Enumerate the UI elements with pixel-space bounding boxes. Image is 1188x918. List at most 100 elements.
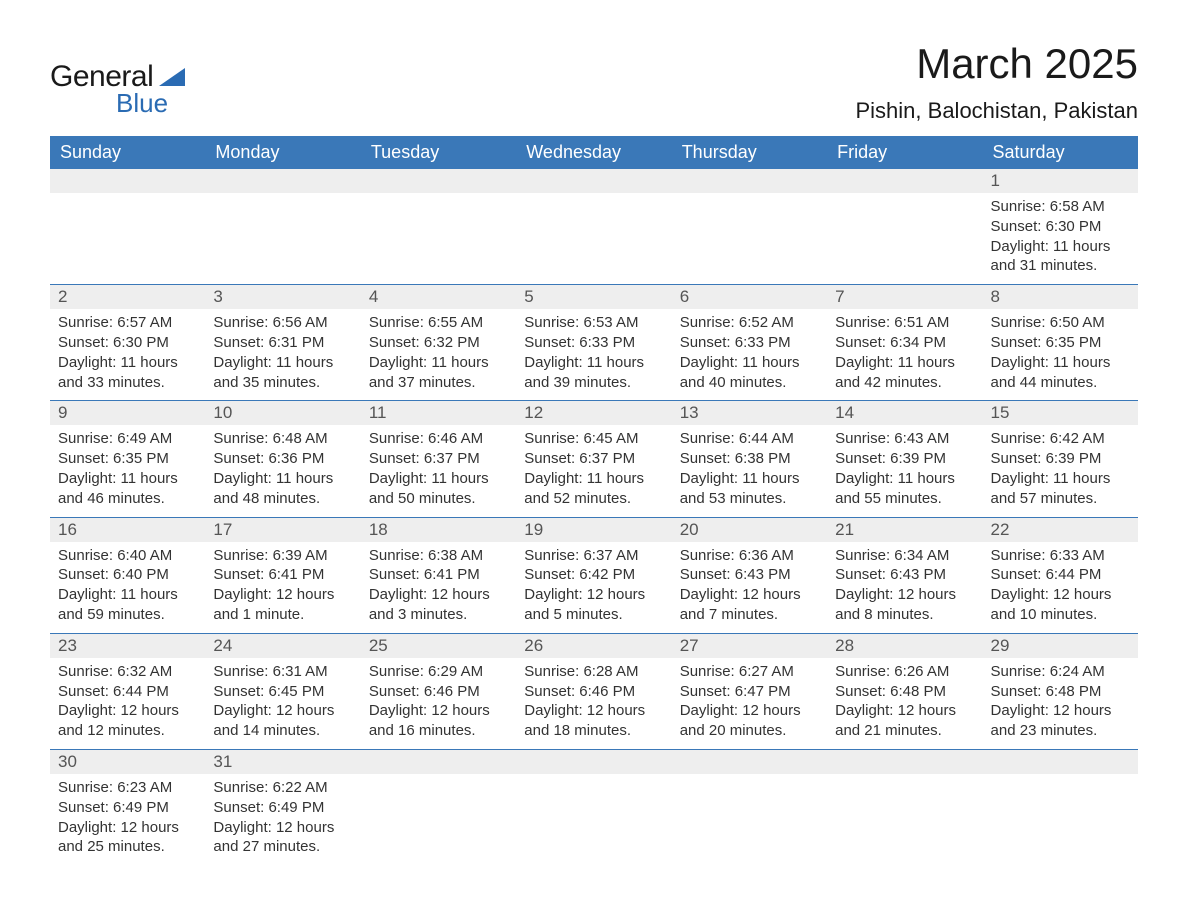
sunrise-text: Sunrise: 6:32 AM <box>58 662 197 682</box>
daylight-text: Daylight: 12 hours and 10 minutes. <box>991 585 1130 625</box>
weekday-header-row: Sunday Monday Tuesday Wednesday Thursday… <box>50 136 1138 169</box>
sunrise-text: Sunrise: 6:56 AM <box>213 313 352 333</box>
calendar-day-cell <box>827 169 982 285</box>
sunrise-text: Sunrise: 6:40 AM <box>58 546 197 566</box>
calendar-day-cell: 2Sunrise: 6:57 AMSunset: 6:30 PMDaylight… <box>50 285 205 401</box>
sunrise-text: Sunrise: 6:50 AM <box>991 313 1130 333</box>
sunrise-text: Sunrise: 6:53 AM <box>524 313 663 333</box>
calendar-week: 1Sunrise: 6:58 AMSunset: 6:30 PMDaylight… <box>50 169 1138 285</box>
daylight-text: Daylight: 11 hours and 53 minutes. <box>680 469 819 509</box>
day-details: Sunrise: 6:39 AMSunset: 6:41 PMDaylight:… <box>205 542 360 633</box>
day-number <box>50 169 205 193</box>
sunrise-text: Sunrise: 6:49 AM <box>58 429 197 449</box>
calendar-day-cell: 31Sunrise: 6:22 AMSunset: 6:49 PMDayligh… <box>205 749 360 865</box>
day-number <box>672 169 827 193</box>
sunrise-text: Sunrise: 6:44 AM <box>680 429 819 449</box>
daylight-text: Daylight: 12 hours and 20 minutes. <box>680 701 819 741</box>
day-number: 16 <box>50 518 205 542</box>
calendar-week: 2Sunrise: 6:57 AMSunset: 6:30 PMDaylight… <box>50 285 1138 401</box>
day-details: Sunrise: 6:44 AMSunset: 6:38 PMDaylight:… <box>672 425 827 516</box>
sunset-text: Sunset: 6:43 PM <box>835 565 974 585</box>
daylight-text: Daylight: 11 hours and 52 minutes. <box>524 469 663 509</box>
sunset-text: Sunset: 6:39 PM <box>991 449 1130 469</box>
sunrise-text: Sunrise: 6:33 AM <box>991 546 1130 566</box>
day-number: 15 <box>983 401 1138 425</box>
daylight-text: Daylight: 11 hours and 48 minutes. <box>213 469 352 509</box>
day-number: 22 <box>983 518 1138 542</box>
day-number <box>516 750 671 774</box>
calendar-day-cell: 6Sunrise: 6:52 AMSunset: 6:33 PMDaylight… <box>672 285 827 401</box>
sunset-text: Sunset: 6:39 PM <box>835 449 974 469</box>
sunset-text: Sunset: 6:48 PM <box>835 682 974 702</box>
calendar-day-cell: 18Sunrise: 6:38 AMSunset: 6:41 PMDayligh… <box>361 517 516 633</box>
day-details: Sunrise: 6:53 AMSunset: 6:33 PMDaylight:… <box>516 309 671 400</box>
daylight-text: Daylight: 12 hours and 7 minutes. <box>680 585 819 625</box>
daylight-text: Daylight: 11 hours and 33 minutes. <box>58 353 197 393</box>
sunset-text: Sunset: 6:33 PM <box>680 333 819 353</box>
calendar-day-cell: 8Sunrise: 6:50 AMSunset: 6:35 PMDaylight… <box>983 285 1138 401</box>
day-number: 29 <box>983 634 1138 658</box>
sunrise-text: Sunrise: 6:52 AM <box>680 313 819 333</box>
daylight-text: Daylight: 12 hours and 5 minutes. <box>524 585 663 625</box>
daylight-text: Daylight: 12 hours and 21 minutes. <box>835 701 974 741</box>
day-number <box>516 169 671 193</box>
day-details: Sunrise: 6:42 AMSunset: 6:39 PMDaylight:… <box>983 425 1138 516</box>
weekday-header: Saturday <box>983 136 1138 169</box>
sunrise-text: Sunrise: 6:39 AM <box>213 546 352 566</box>
sunrise-text: Sunrise: 6:46 AM <box>369 429 508 449</box>
day-number: 20 <box>672 518 827 542</box>
daylight-text: Daylight: 11 hours and 46 minutes. <box>58 469 197 509</box>
daylight-text: Daylight: 12 hours and 14 minutes. <box>213 701 352 741</box>
calendar-day-cell: 3Sunrise: 6:56 AMSunset: 6:31 PMDaylight… <box>205 285 360 401</box>
sunrise-text: Sunrise: 6:36 AM <box>680 546 819 566</box>
sunset-text: Sunset: 6:46 PM <box>524 682 663 702</box>
sunset-text: Sunset: 6:30 PM <box>991 217 1130 237</box>
calendar-day-cell: 19Sunrise: 6:37 AMSunset: 6:42 PMDayligh… <box>516 517 671 633</box>
sunset-text: Sunset: 6:40 PM <box>58 565 197 585</box>
day-number <box>672 750 827 774</box>
weekday-header: Thursday <box>672 136 827 169</box>
calendar-day-cell: 1Sunrise: 6:58 AMSunset: 6:30 PMDaylight… <box>983 169 1138 285</box>
day-number: 13 <box>672 401 827 425</box>
day-number: 3 <box>205 285 360 309</box>
day-number: 19 <box>516 518 671 542</box>
day-details: Sunrise: 6:55 AMSunset: 6:32 PMDaylight:… <box>361 309 516 400</box>
calendar-day-cell: 11Sunrise: 6:46 AMSunset: 6:37 PMDayligh… <box>361 401 516 517</box>
calendar-day-cell: 24Sunrise: 6:31 AMSunset: 6:45 PMDayligh… <box>205 633 360 749</box>
calendar-day-cell: 22Sunrise: 6:33 AMSunset: 6:44 PMDayligh… <box>983 517 1138 633</box>
calendar-day-cell <box>361 169 516 285</box>
daylight-text: Daylight: 11 hours and 31 minutes. <box>991 237 1130 277</box>
daylight-text: Daylight: 11 hours and 59 minutes. <box>58 585 197 625</box>
sunset-text: Sunset: 6:47 PM <box>680 682 819 702</box>
calendar-day-cell: 25Sunrise: 6:29 AMSunset: 6:46 PMDayligh… <box>361 633 516 749</box>
brand-triangle-icon <box>159 68 185 86</box>
day-number: 12 <box>516 401 671 425</box>
calendar-day-cell <box>827 749 982 865</box>
daylight-text: Daylight: 11 hours and 39 minutes. <box>524 353 663 393</box>
sunrise-text: Sunrise: 6:57 AM <box>58 313 197 333</box>
day-details: Sunrise: 6:23 AMSunset: 6:49 PMDaylight:… <box>50 774 205 865</box>
calendar-day-cell: 20Sunrise: 6:36 AMSunset: 6:43 PMDayligh… <box>672 517 827 633</box>
day-number: 8 <box>983 285 1138 309</box>
day-number: 6 <box>672 285 827 309</box>
calendar-day-cell: 23Sunrise: 6:32 AMSunset: 6:44 PMDayligh… <box>50 633 205 749</box>
daylight-text: Daylight: 11 hours and 40 minutes. <box>680 353 819 393</box>
day-details: Sunrise: 6:46 AMSunset: 6:37 PMDaylight:… <box>361 425 516 516</box>
calendar-week: 23Sunrise: 6:32 AMSunset: 6:44 PMDayligh… <box>50 633 1138 749</box>
sunset-text: Sunset: 6:32 PM <box>369 333 508 353</box>
day-number <box>983 750 1138 774</box>
day-details: Sunrise: 6:28 AMSunset: 6:46 PMDaylight:… <box>516 658 671 749</box>
sunrise-text: Sunrise: 6:55 AM <box>369 313 508 333</box>
day-number <box>205 169 360 193</box>
sunset-text: Sunset: 6:46 PM <box>369 682 508 702</box>
calendar-day-cell <box>672 749 827 865</box>
calendar-day-cell <box>205 169 360 285</box>
day-number <box>361 750 516 774</box>
daylight-text: Daylight: 12 hours and 8 minutes. <box>835 585 974 625</box>
daylight-text: Daylight: 12 hours and 25 minutes. <box>58 818 197 858</box>
day-details: Sunrise: 6:31 AMSunset: 6:45 PMDaylight:… <box>205 658 360 749</box>
calendar-day-cell: 30Sunrise: 6:23 AMSunset: 6:49 PMDayligh… <box>50 749 205 865</box>
day-number: 10 <box>205 401 360 425</box>
day-number: 17 <box>205 518 360 542</box>
day-details: Sunrise: 6:52 AMSunset: 6:33 PMDaylight:… <box>672 309 827 400</box>
